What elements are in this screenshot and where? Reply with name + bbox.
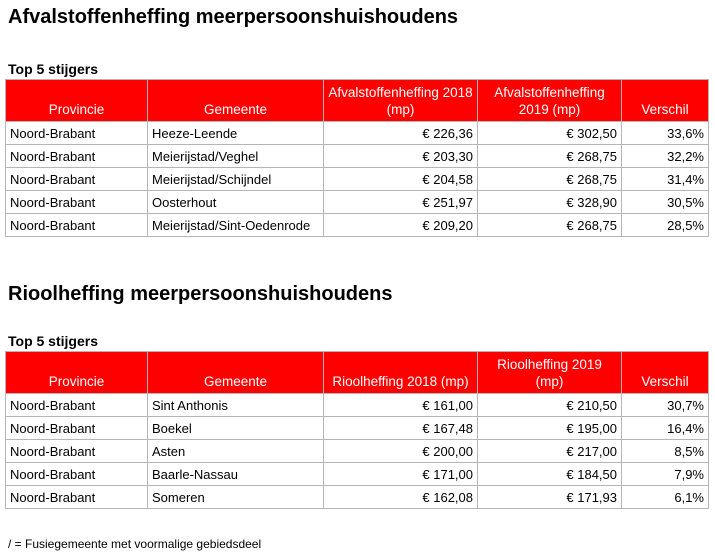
- table-cell: 30,5%: [621, 190, 709, 214]
- table-cell: Noord-Brabant: [5, 393, 148, 417]
- table-cell: Noord-Brabant: [5, 144, 148, 168]
- section-subtitle-riool: Top 5 stijgers: [8, 333, 98, 349]
- table-cell: 16,4%: [621, 416, 709, 440]
- column-header: Afvalstoffenheffing 2019 (mp): [477, 79, 622, 122]
- table-cell: Noord-Brabant: [5, 485, 148, 509]
- section-title-riool: Rioolheffing meerpersoonshuishoudens: [8, 283, 393, 305]
- footnote: / = Fusiegemeente met voormalige gebieds…: [8, 537, 262, 551]
- column-header: Rioolheffing 2019 (mp): [477, 351, 622, 394]
- column-header: Rioolheffing 2018 (mp): [323, 351, 478, 394]
- table-cell: Meierijstad/Schijndel: [147, 167, 324, 191]
- table-cell: € 161,00: [323, 393, 478, 417]
- table-cell: 33,6%: [621, 121, 709, 145]
- table-cell: € 268,75: [477, 144, 622, 168]
- table-cell: 32,2%: [621, 144, 709, 168]
- section-title-afval: Afvalstoffenheffing meerpersoonshuishoud…: [8, 6, 459, 28]
- table-cell: Noord-Brabant: [5, 121, 148, 145]
- column-header: Verschil: [621, 351, 709, 394]
- table-row: Noord-Brabant Meierijstad/Sint-Oedenrode €…: [5, 213, 709, 237]
- table-cell: € 268,75: [477, 213, 622, 237]
- section-subtitle-afval: Top 5 stijgers: [8, 61, 98, 77]
- table-row: Noord-Brabant Sint Anthonis € 161,00 € 210,…: [5, 393, 709, 417]
- table-cell: € 268,75: [477, 167, 622, 191]
- table-row: Noord-Brabant Heeze-Leende € 226,36 € 302,5…: [5, 121, 709, 145]
- table-cell: € 167,48: [323, 416, 478, 440]
- table-row: Noord-Brabant Meierijstad/Schijndel € 204,…: [5, 167, 709, 191]
- column-header: Gemeente: [147, 351, 324, 394]
- table-cell: € 217,00: [477, 439, 622, 463]
- table-cell: 30,7%: [621, 393, 709, 417]
- table-cell: Noord-Brabant: [5, 167, 148, 191]
- table-row: Noord-Brabant Baarle-Nassau € 171,00 € 184,…: [5, 462, 709, 486]
- table-cell: Noord-Brabant: [5, 213, 148, 237]
- table-cell: 7,9%: [621, 462, 709, 486]
- table-cell: € 171,00: [323, 462, 478, 486]
- table-cell: € 195,00: [477, 416, 622, 440]
- column-header: Gemeente: [147, 79, 324, 122]
- table-cell: Noord-Brabant: [5, 439, 148, 463]
- table-cell: Meierijstad/Veghel: [147, 144, 324, 168]
- table-row: Noord-Brabant Meierijstad/Veghel € 203,30 €…: [5, 144, 709, 168]
- table-row: Noord-Brabant Boekel € 167,48 € 195,00 16,4%: [5, 416, 709, 440]
- table-cell: € 184,50: [477, 462, 622, 486]
- table-cell: € 162,08: [323, 485, 478, 509]
- table-cell: € 210,50: [477, 393, 622, 417]
- table-cell: € 200,00: [323, 439, 478, 463]
- table-cell: Noord-Brabant: [5, 190, 148, 214]
- table-cell: Someren: [147, 485, 324, 509]
- table-cell: € 209,20: [323, 213, 478, 237]
- column-header: Provincie: [5, 79, 148, 122]
- column-header: Provincie: [5, 351, 148, 394]
- table-cell: € 171,93: [477, 485, 622, 509]
- table-cell: Noord-Brabant: [5, 462, 148, 486]
- table-cell: Sint Anthonis: [147, 393, 324, 417]
- table-header-row: Provincie Gemeente Afvalstoffenheffing 201…: [5, 79, 709, 122]
- table-cell: 31,4%: [621, 167, 709, 191]
- table-cell: Noord-Brabant: [5, 416, 148, 440]
- table-cell: € 226,36: [323, 121, 478, 145]
- afval-table: Provincie Gemeente Afvalstoffenheffing 201…: [5, 79, 709, 237]
- table-cell: 28,5%: [621, 213, 709, 237]
- table-cell: € 203,30: [323, 144, 478, 168]
- table-cell: € 251,97: [323, 190, 478, 214]
- table-row: Noord-Brabant Asten € 200,00 € 217,00 8,5%: [5, 439, 709, 463]
- column-header: Verschil: [621, 79, 709, 122]
- table-header-row: Provincie Gemeente Rioolheffing 2018 (mp) R…: [5, 351, 709, 394]
- table-cell: € 302,50: [477, 121, 622, 145]
- table-cell: Baarle-Nassau: [147, 462, 324, 486]
- table-row: Noord-Brabant Oosterhout € 251,97 € 328,90 3…: [5, 190, 709, 214]
- table-row: Noord-Brabant Someren € 162,08 € 171,93 6,1%: [5, 485, 709, 509]
- table-cell: 6,1%: [621, 485, 709, 509]
- riool-table: Provincie Gemeente Rioolheffing 2018 (mp) R…: [5, 351, 709, 509]
- table-cell: € 328,90: [477, 190, 622, 214]
- table-cell: Asten: [147, 439, 324, 463]
- table-cell: 8,5%: [621, 439, 709, 463]
- table-cell: € 204,58: [323, 167, 478, 191]
- table-cell: Boekel: [147, 416, 324, 440]
- table-cell: Meierijstad/Sint-Oedenrode: [147, 213, 324, 237]
- column-header: Afvalstoffenheffing 2018 (mp): [323, 79, 478, 122]
- table-cell: Heeze-Leende: [147, 121, 324, 145]
- table-cell: Oosterhout: [147, 190, 324, 214]
